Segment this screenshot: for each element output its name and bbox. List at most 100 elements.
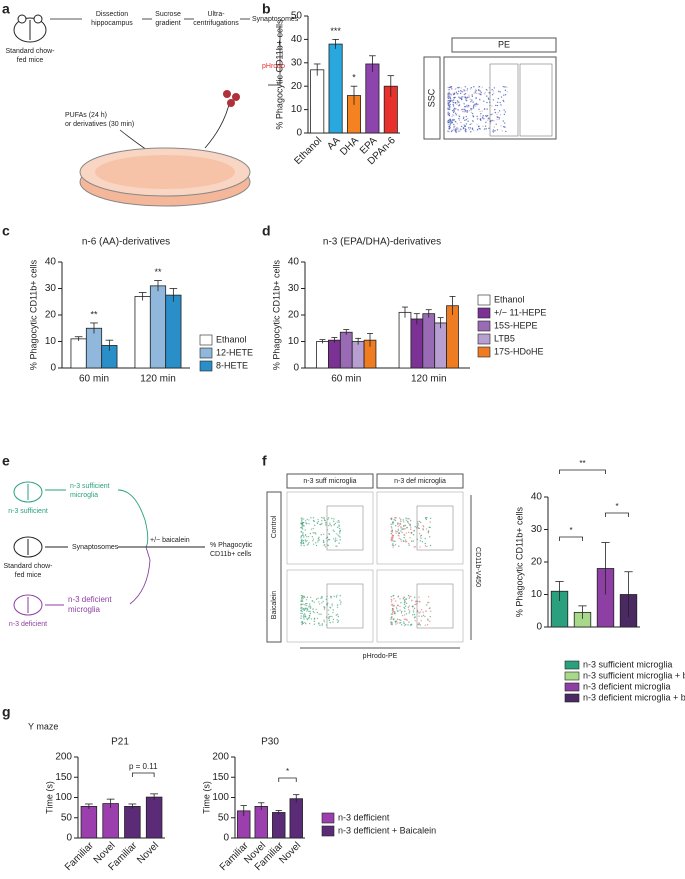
gate bbox=[416, 505, 454, 551]
flow-dot bbox=[451, 119, 454, 121]
flow-dot bbox=[304, 520, 307, 522]
flow-dot bbox=[448, 131, 450, 133]
legend-swatch bbox=[321, 825, 335, 837]
flow-dot bbox=[504, 89, 507, 92]
flow-dot bbox=[337, 620, 340, 622]
flow-dot bbox=[302, 603, 304, 606]
flow-dot bbox=[491, 130, 494, 133]
flow-dot bbox=[306, 596, 309, 598]
flow-dot bbox=[475, 97, 477, 99]
flow-dot bbox=[405, 540, 408, 543]
flow-dot bbox=[477, 86, 480, 88]
flow-dot bbox=[302, 521, 305, 524]
header-box bbox=[451, 37, 557, 53]
flow-dot bbox=[496, 101, 499, 104]
flow-dot bbox=[304, 615, 307, 618]
diagram-text: n-3 deficient bbox=[68, 595, 112, 604]
flow-dot bbox=[391, 540, 394, 542]
flow-dot bbox=[422, 529, 424, 531]
x-tick-label: 120 min bbox=[140, 374, 176, 385]
diagram-text: hippocampus bbox=[91, 20, 133, 27]
flow-dot bbox=[319, 624, 321, 626]
flow-dot bbox=[429, 620, 431, 623]
flow-dot bbox=[391, 538, 394, 540]
legend-swatch bbox=[564, 693, 580, 703]
flow-dot bbox=[396, 530, 398, 533]
flow-dot bbox=[464, 125, 467, 127]
flow-dot bbox=[479, 99, 481, 101]
flow-dot bbox=[334, 539, 337, 541]
flow-dot bbox=[335, 533, 338, 535]
flow-dot bbox=[332, 520, 335, 523]
flow-dot bbox=[409, 523, 411, 526]
flow-dot bbox=[405, 618, 408, 621]
flow-dot bbox=[470, 86, 473, 89]
flow-dot bbox=[300, 544, 302, 547]
flow-dot bbox=[447, 97, 450, 100]
flow-dot bbox=[339, 536, 341, 538]
flow-dot bbox=[313, 623, 316, 625]
flow-dot bbox=[462, 116, 465, 118]
flow-dot bbox=[300, 541, 302, 544]
flow-dot bbox=[467, 120, 469, 122]
flow-dot bbox=[407, 522, 410, 524]
flow-dot bbox=[308, 606, 310, 608]
flow-dot bbox=[464, 93, 467, 95]
flow-dot bbox=[418, 623, 420, 625]
flow-dot bbox=[400, 518, 402, 521]
flow-dot bbox=[498, 118, 500, 121]
flow-dot bbox=[501, 130, 503, 132]
flow-dot bbox=[491, 94, 494, 96]
flow-dot bbox=[468, 94, 470, 96]
x-tick-label: 60 min bbox=[79, 374, 109, 385]
flow-dot bbox=[418, 596, 420, 598]
legend-swatch bbox=[199, 347, 213, 359]
flow-dot bbox=[407, 517, 409, 520]
flow-dot bbox=[452, 92, 454, 94]
flow-dot bbox=[466, 104, 468, 106]
flow-dot bbox=[475, 102, 478, 105]
flow-dot bbox=[301, 599, 304, 601]
flow-dot bbox=[465, 115, 468, 118]
flow-dot bbox=[464, 105, 466, 108]
y-tick-label: 0 bbox=[66, 833, 72, 844]
flow-dot bbox=[481, 110, 483, 112]
annotation: ** bbox=[154, 267, 162, 277]
flow-dot bbox=[420, 608, 423, 611]
gate bbox=[326, 583, 364, 629]
flow-dot bbox=[504, 86, 506, 88]
flow-dot bbox=[300, 531, 302, 533]
chart-title: n-3 (EPA/DHA)-derivatives bbox=[323, 237, 441, 248]
flow-dot bbox=[339, 595, 341, 597]
flow-dot bbox=[474, 105, 477, 107]
flow-dot bbox=[477, 103, 479, 106]
flow-dot bbox=[318, 536, 320, 539]
flow-dot bbox=[402, 598, 404, 600]
flow-dot bbox=[496, 113, 498, 116]
flow-dot bbox=[403, 603, 406, 606]
flow-dot bbox=[301, 525, 303, 528]
flow-dot bbox=[318, 613, 320, 615]
flow-dot bbox=[502, 85, 504, 88]
flow-dot bbox=[335, 537, 337, 540]
flow-dot bbox=[471, 128, 474, 130]
flow-dot bbox=[412, 611, 415, 613]
flow-dot bbox=[316, 522, 318, 524]
flow-dot bbox=[413, 613, 416, 616]
flow-dot bbox=[323, 619, 325, 621]
diagram-text: Sucrose bbox=[155, 11, 181, 18]
y-tick-label: 0 bbox=[50, 363, 56, 374]
flow-dot bbox=[308, 519, 310, 521]
flow-dot bbox=[405, 532, 408, 534]
flow-dot bbox=[338, 524, 340, 526]
flow-dot bbox=[404, 610, 406, 612]
annotation: ** bbox=[579, 459, 585, 468]
flow-dot bbox=[502, 99, 504, 102]
flow-dot bbox=[329, 621, 331, 624]
flow-dot bbox=[400, 526, 402, 528]
flow-dot bbox=[412, 534, 415, 536]
y-tick-label: 0 bbox=[536, 622, 542, 633]
flow-dot bbox=[467, 104, 470, 107]
flow-dot bbox=[479, 110, 481, 113]
flow-dot bbox=[391, 537, 394, 539]
